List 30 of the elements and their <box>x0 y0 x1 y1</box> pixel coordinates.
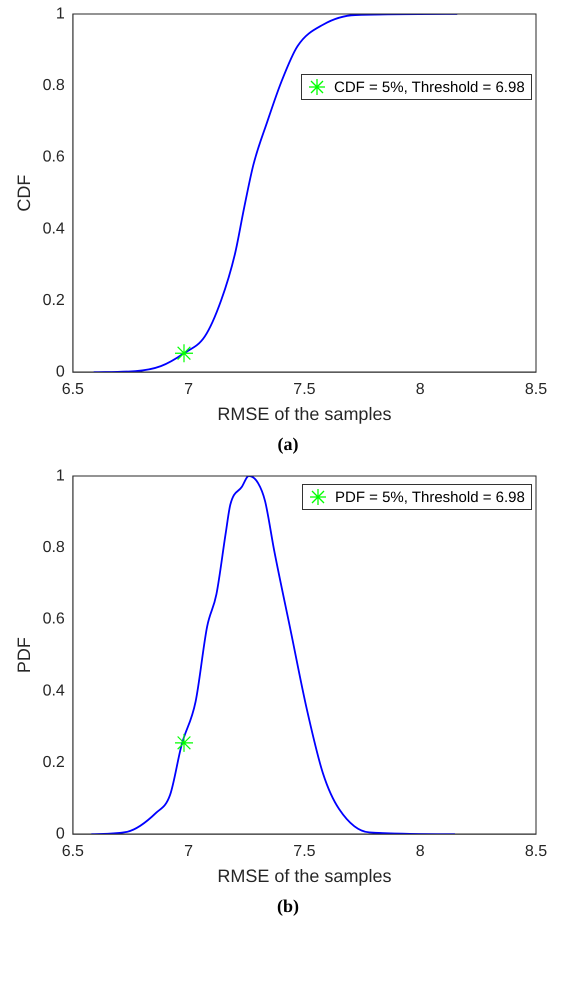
x-tick-label: 7 <box>184 381 194 398</box>
y-tick-label: 0.6 <box>42 148 65 166</box>
y-tick-label: 1 <box>56 5 65 22</box>
text: (b) <box>276 895 300 918</box>
x-tick-label: 8 <box>416 381 425 398</box>
y-tick-label: 0.4 <box>42 682 65 700</box>
y-axis-title: PDF <box>14 637 34 674</box>
y-tick-label: 0 <box>56 826 65 843</box>
y-tick-label: 0.8 <box>42 77 65 94</box>
y-tick-label: 0.4 <box>42 220 65 238</box>
x-tick-label: 6.5 <box>62 381 84 398</box>
y-axis-title: CDF <box>14 174 34 212</box>
x-tick-label: 8 <box>416 843 425 860</box>
x-axis-title: RMSE of the samples <box>217 404 392 424</box>
x-tick-label: 7.5 <box>293 843 316 860</box>
y-tick-label: 0.8 <box>42 539 65 556</box>
x-tick-label: 7 <box>184 843 194 860</box>
x-tick-label: 7.5 <box>293 381 316 398</box>
text: (a) <box>276 433 300 456</box>
y-tick-label: 0 <box>56 364 65 381</box>
x-tick-label: 8.5 <box>524 381 548 398</box>
x-tick-label: 6.5 <box>62 843 84 860</box>
legend-label: PDF = 5%, Threshold = 6.98 <box>335 488 525 506</box>
y-tick-label: 0.6 <box>42 610 65 628</box>
legend-label: CDF = 5%, Threshold = 6.98 <box>334 78 525 96</box>
x-tick-label: 8.5 <box>524 843 548 860</box>
y-tick-label: 0.2 <box>42 754 65 771</box>
y-tick-label: 1 <box>56 467 65 484</box>
x-axis-title: RMSE of the samples <box>217 866 392 886</box>
y-tick-label: 0.2 <box>42 292 65 309</box>
